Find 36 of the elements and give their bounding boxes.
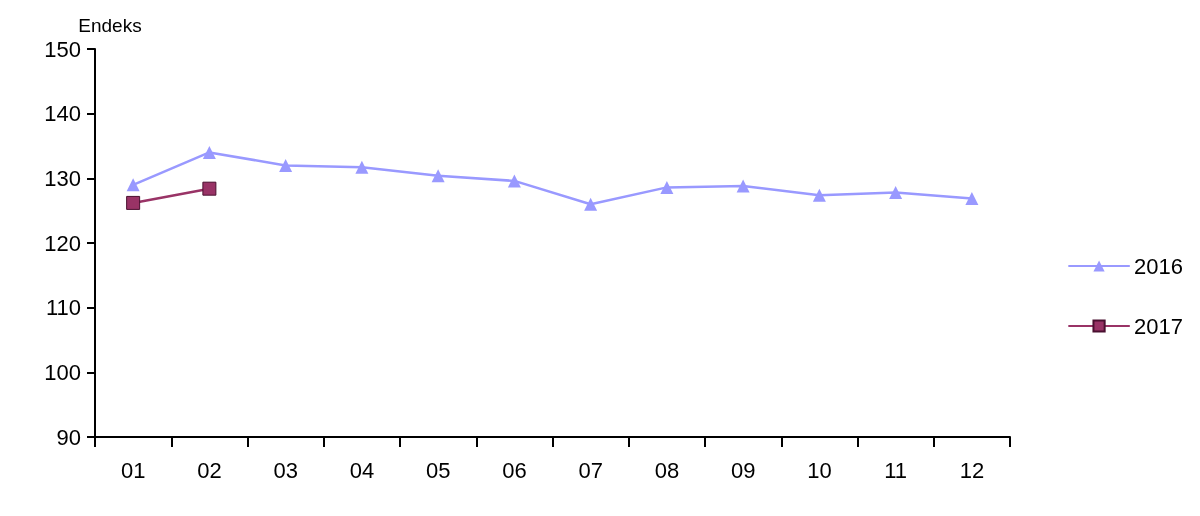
point (660, 180, 674, 194)
point (431, 169, 445, 183)
x-tick-label: 04 (349, 457, 375, 483)
point (355, 160, 369, 174)
point (812, 188, 826, 202)
x-tick-label: 12 (959, 457, 985, 483)
point (965, 191, 979, 205)
y-tick-label: 130 (44, 165, 81, 191)
y-tick-label: 150 (44, 36, 81, 62)
x-tick-label: 06 (502, 457, 527, 483)
y-axis-title: Endeks (78, 15, 142, 36)
x-tick-label: 07 (578, 457, 603, 483)
x-tick-label: 02 (197, 457, 222, 483)
y-tick-label: 140 (44, 101, 81, 127)
y-tick-label: 110 (45, 295, 81, 321)
point (279, 158, 293, 172)
legend-label: 2016 (1134, 253, 1184, 279)
x-tick-label: 05 (425, 457, 451, 483)
point (889, 186, 903, 200)
x-tick-label: 10 (807, 457, 832, 483)
point (736, 179, 750, 193)
x-tick-label: 01 (120, 457, 146, 483)
point (584, 197, 598, 211)
x-tick-label: 11 (884, 457, 908, 483)
point (126, 195, 141, 210)
y-tick-label: 90 (56, 424, 81, 450)
y-tick-label: 100 (44, 359, 81, 385)
point (126, 178, 140, 192)
point (202, 145, 216, 159)
x-tick-label: 03 (273, 457, 298, 483)
x-tick-label: 09 (730, 457, 756, 483)
legend-label: 2017 (1134, 313, 1184, 339)
x-tick-label: 08 (654, 457, 680, 483)
point (507, 174, 521, 188)
point (202, 181, 217, 196)
y-tick-label: 120 (44, 230, 81, 256)
